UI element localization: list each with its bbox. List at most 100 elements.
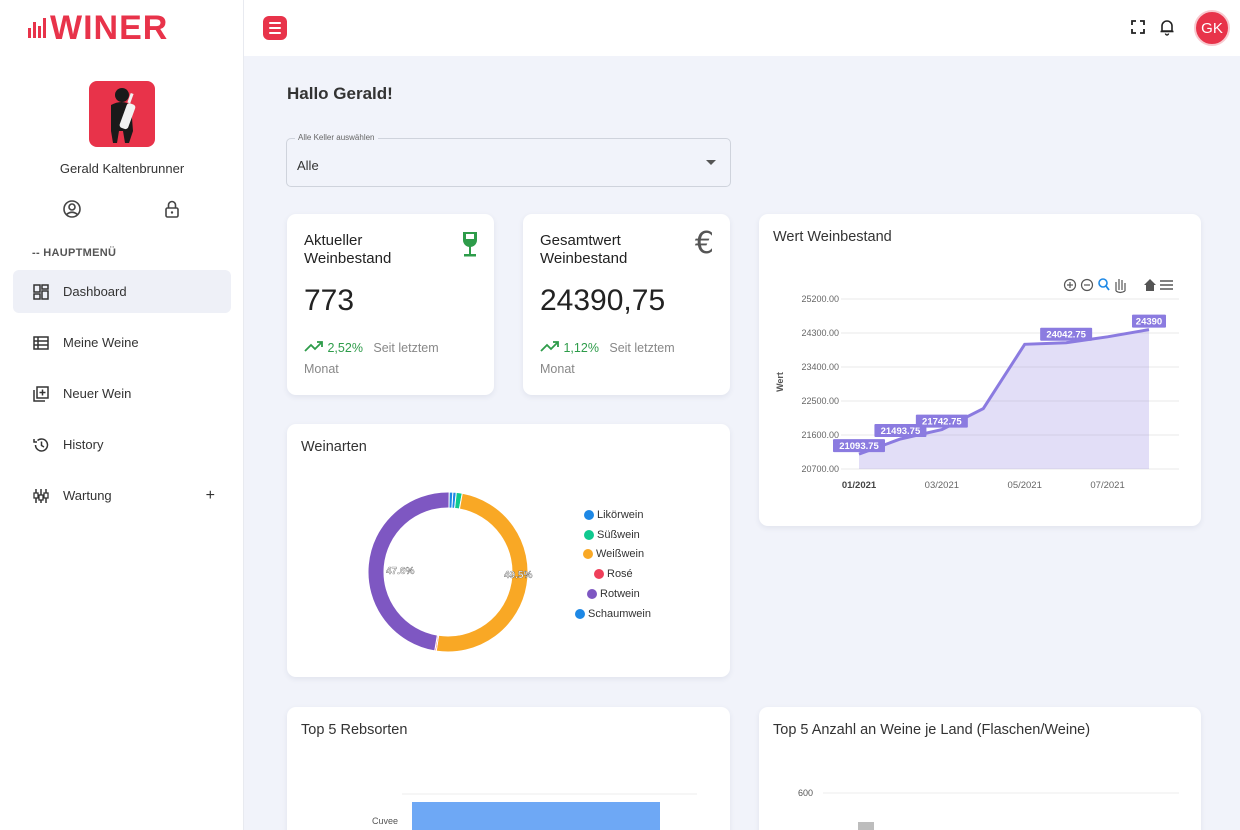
menu-item-label: Wartung <box>63 488 112 503</box>
legend-marker <box>587 589 597 599</box>
legend-marker <box>584 510 594 520</box>
top-grapes-card: Top 5 Rebsorten Cuvee <box>287 707 730 830</box>
data-label: 21093.75 <box>839 441 879 452</box>
stat-trend: 2,52% Seit letztem Monat <box>304 338 474 380</box>
wine-types-card: Weinarten 47.6% 49.5% Likörwein Süßwein We… <box>287 424 730 677</box>
y-tick-label: 22500.00 <box>801 396 839 406</box>
zoom-out-icon[interactable] <box>1080 278 1094 292</box>
stat-trend: 1,12% Seit letztem Monat <box>540 338 710 380</box>
zoom-in-icon[interactable] <box>1063 278 1077 292</box>
legend-item[interactable]: Schaumwein <box>575 608 651 620</box>
profile-name: Gerald Kaltenbrunner <box>59 161 185 176</box>
x-tick-label: 03/2021 <box>925 480 959 491</box>
y-tick-label: 23400.00 <box>801 362 839 372</box>
legend-item[interactable]: Rosé <box>594 568 633 580</box>
y-axis-label: Wert <box>775 372 785 392</box>
menu-item-meine-weine[interactable]: Meine Weine <box>13 321 231 364</box>
stat-value: 24390,75 <box>540 284 666 317</box>
user-avatar[interactable]: GK <box>1194 10 1230 46</box>
legend-label: Schaumwein <box>588 608 651 620</box>
stat-title-line: Weinbestand <box>304 250 392 267</box>
legend-label: Rosé <box>607 568 633 580</box>
trend-text: Seit letztem <box>609 341 675 355</box>
history-icon <box>32 436 50 454</box>
x-tick-label: 07/2021 <box>1090 480 1124 491</box>
bar-cuvee <box>412 802 660 830</box>
cellar-select-label: Alle Keller auswählen <box>295 133 378 142</box>
pan-hand-icon[interactable] <box>1115 279 1126 294</box>
app-logo[interactable]: WINER <box>28 8 168 48</box>
stat-title-line: Gesamtwert <box>540 232 621 249</box>
y-tick-label: 600 <box>798 788 813 798</box>
legend-label: Rotwein <box>600 588 640 600</box>
stat-card-value: Gesamtwert Weinbestand € 24390,75 1,12% … <box>523 214 730 395</box>
value-chart-title: Wert Weinbestand <box>773 229 892 245</box>
y-tick-label: 20700.00 <box>801 464 839 474</box>
menu-toggle-button[interactable] <box>263 16 287 40</box>
data-label-bg <box>874 424 927 438</box>
sidebar: WINER Gerald Kaltenbrunner -- HAUPTMENÜ … <box>0 0 244 830</box>
slice-label-weisswein: 49.5% <box>504 570 532 581</box>
menu-item-history[interactable]: History <box>13 423 231 466</box>
profile-picture <box>89 81 155 147</box>
add-box-icon <box>32 385 50 403</box>
top-countries-chart: 600 <box>798 788 1179 830</box>
fullscreen-icon[interactable] <box>1129 18 1147 36</box>
trending-up-icon <box>540 341 560 355</box>
logo-bars-icon <box>28 18 46 38</box>
top-countries-title: Top 5 Anzahl an Weine je Land (Flaschen/… <box>773 722 1091 738</box>
legend-item[interactable]: Rotwein <box>587 588 640 600</box>
data-label: 24390 <box>1136 317 1162 328</box>
top-grapes-title: Top 5 Rebsorten <box>301 722 408 738</box>
legend-marker <box>594 569 604 579</box>
wine-types-title: Weinarten <box>301 439 367 455</box>
dashboard-icon <box>32 283 50 301</box>
cellar-select-value: Alle <box>297 158 319 173</box>
x-tick-label: 01/2021 <box>842 480 877 491</box>
trend-text-2: Monat <box>540 362 575 376</box>
chart-menu-icon[interactable] <box>1160 280 1173 290</box>
topbar: GK <box>244 0 1240 56</box>
page-greeting: Hallo Gerald! <box>287 84 393 103</box>
legend-marker <box>584 530 594 540</box>
legend-label: Likörwein <box>597 509 644 521</box>
data-label: 21493.75 <box>881 426 921 437</box>
stat-card-stock: Aktueller Weinbestand 773 2,52% Seit let… <box>287 214 494 395</box>
wine-types-donut: 47.6% 49.5% <box>367 491 533 653</box>
data-label-bg <box>833 439 885 453</box>
wine-glass-icon <box>461 230 479 265</box>
list-icon <box>32 334 50 352</box>
trending-up-icon <box>304 341 324 355</box>
legend-label: Süßwein <box>597 529 640 541</box>
top-countries-card: Top 5 Anzahl an Weine je Land (Flaschen/… <box>759 707 1201 830</box>
chart-toolbar <box>1063 278 1173 294</box>
main-menu-title: -- HAUPTMENÜ <box>32 247 117 259</box>
menu-item-neuer-wein[interactable]: Neuer Wein <box>13 372 231 415</box>
y-tick-label: 25200.00 <box>801 294 839 304</box>
lock-icon[interactable] <box>161 198 183 220</box>
legend-item[interactable]: Likörwein <box>584 509 643 521</box>
logo-text: WINER <box>50 8 169 47</box>
account-circle-icon[interactable] <box>61 198 83 220</box>
cellar-select[interactable]: Alle Keller auswählen Alle <box>286 133 731 187</box>
menu-item-label: Meine Weine <box>63 335 139 350</box>
legend-item[interactable]: Süßwein <box>584 529 640 541</box>
menu-item-dashboard[interactable]: Dashboard <box>13 270 231 313</box>
legend-item[interactable]: Weißwein <box>583 548 644 560</box>
x-tick-label: 05/2021 <box>1008 480 1042 491</box>
bar <box>858 822 874 830</box>
trend-percent: 2,52% <box>327 341 363 355</box>
selection-zoom-icon[interactable] <box>1098 278 1110 291</box>
bell-icon[interactable] <box>1158 18 1176 36</box>
y-tick-label: 24300.00 <box>801 328 839 338</box>
legend-label: Weißwein <box>596 548 645 560</box>
home-reset-icon[interactable] <box>1144 279 1156 291</box>
expand-plus-icon[interactable]: + <box>205 486 215 504</box>
category-label: Cuvee <box>372 816 398 826</box>
euro-icon: € <box>694 226 714 261</box>
trend-percent: 1,12% <box>563 341 599 355</box>
menu-item-wartung[interactable]: Wartung + <box>13 474 231 517</box>
stat-value: 773 <box>304 284 355 317</box>
value-chart: 25200.00 24300.00 23400.00 22500.00 21600.00… <box>775 278 1179 491</box>
menu-item-label: Neuer Wein <box>63 386 132 401</box>
